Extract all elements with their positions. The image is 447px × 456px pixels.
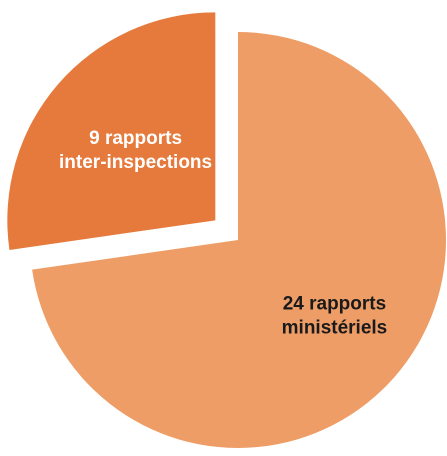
pie-slice-2: [32, 32, 447, 448]
pie-slice-label-2: 24 rapports ministériels: [282, 294, 388, 339]
pie-slice-label-line: 24 rapports: [283, 294, 386, 315]
pie-slice-label-line: 9 rapports: [89, 128, 182, 149]
pie-slice-label-1: 9 rapports inter-inspections: [59, 128, 212, 173]
pie-slice-1: [7, 12, 216, 250]
pie-slice-label-line: ministériels: [282, 318, 388, 339]
pie-labels: 9 rapports inter-inspections 24 rapports mi…: [59, 128, 387, 338]
pie-slice-label-line: inter-inspections: [59, 152, 212, 173]
pie-slices: [7, 12, 447, 448]
